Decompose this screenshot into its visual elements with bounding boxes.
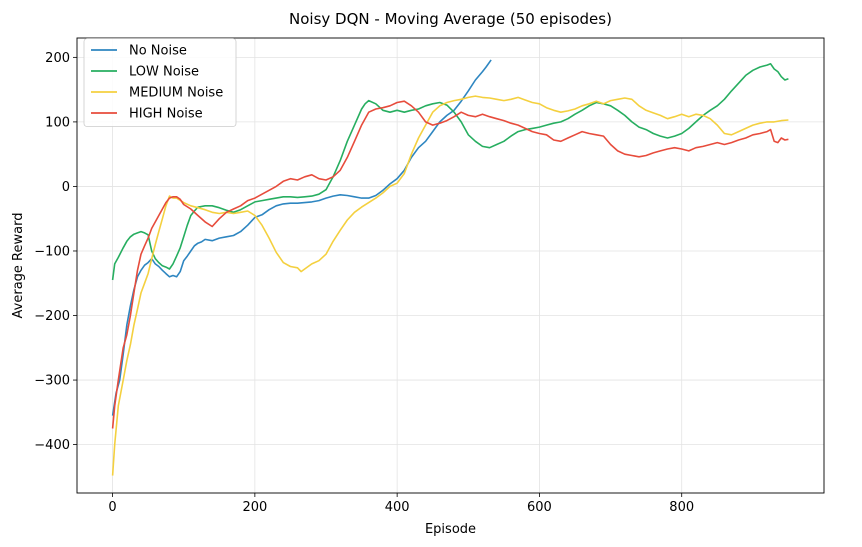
x-tick-label: 800	[669, 500, 694, 515]
legend-label-low-noise: LOW Noise	[129, 65, 199, 80]
y-tick-label: −200	[34, 309, 70, 324]
series-line-medium-noise	[111, 95, 789, 476]
y-axis-label: Average Reward	[11, 213, 26, 319]
legend-label-high-noise: HIGH Noise	[129, 107, 203, 122]
x-tick-label: 0	[108, 500, 116, 515]
y-tick-label: −300	[34, 374, 70, 389]
y-tick-label: −100	[34, 244, 70, 259]
series-line-high-noise	[111, 100, 789, 429]
legend-label-no-noise: No Noise	[129, 44, 187, 59]
y-tick-label: −400	[34, 438, 70, 453]
x-tick-label: 400	[385, 500, 410, 515]
x-axis-label: Episode	[425, 522, 476, 537]
chart-title: Noisy DQN - Moving Average (50 episodes)	[289, 10, 612, 28]
x-tick-label: 200	[242, 500, 267, 515]
y-tick-label: 0	[62, 180, 70, 195]
y-tick-label: 100	[45, 115, 70, 130]
y-tick-label: 200	[45, 51, 70, 66]
grid	[77, 38, 824, 493]
plot-frame	[76, 37, 825, 494]
legend: No Noise LOW Noise MEDIUM Noise HIGH Noise	[83, 38, 237, 127]
series-lines	[111, 59, 789, 476]
legend-label-medium-noise: MEDIUM Noise	[129, 86, 223, 101]
legend-box	[83, 38, 237, 127]
x-tick-label: 600	[527, 500, 552, 515]
axis-ticks: 0 200 400 600 800 −400 −300 −200 −100 0 100 200	[34, 51, 694, 515]
